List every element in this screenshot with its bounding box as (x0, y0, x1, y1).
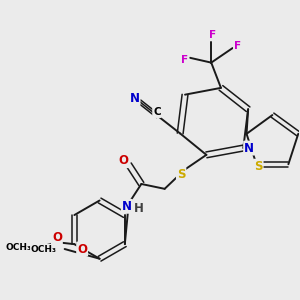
Text: OCH₃: OCH₃ (6, 243, 32, 252)
Text: OCH₃: OCH₃ (31, 244, 57, 253)
Text: O: O (52, 231, 62, 244)
Text: S: S (254, 160, 262, 173)
Text: F: F (208, 30, 216, 40)
Text: F: F (234, 41, 241, 51)
Text: C: C (153, 107, 161, 117)
Text: O: O (119, 154, 129, 167)
Text: H: H (134, 202, 143, 215)
Text: S: S (177, 168, 185, 181)
Text: N: N (244, 142, 254, 154)
Text: O: O (77, 242, 87, 256)
Text: N: N (130, 92, 140, 105)
Text: N: N (122, 200, 132, 213)
Text: F: F (182, 55, 189, 65)
